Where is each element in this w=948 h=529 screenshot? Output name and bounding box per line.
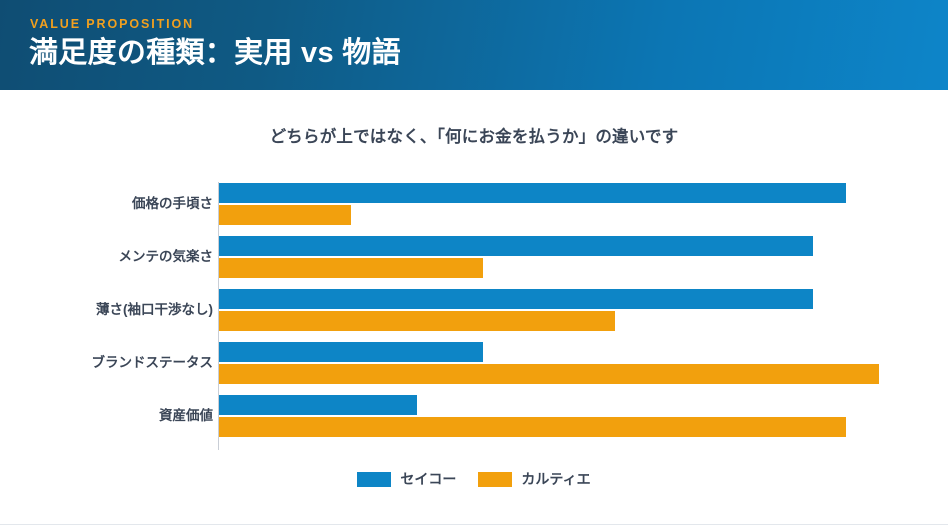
bar-pair	[219, 341, 919, 385]
category-group: 価格の手頃さ	[0, 182, 948, 226]
category-axis-label: ブランドステータス	[91, 355, 214, 370]
category-group: 資産価値	[0, 394, 948, 438]
bar-カルティエ[interactable]	[219, 311, 615, 331]
bar-カルティエ[interactable]	[219, 364, 879, 384]
category-axis-label: 価格の手頃さ	[132, 196, 213, 211]
bar-セイコー[interactable]	[219, 289, 813, 309]
bar-pair	[219, 182, 919, 226]
legend-swatch-icon	[478, 471, 513, 487]
bar-pair	[219, 394, 919, 438]
bar-セイコー[interactable]	[219, 395, 417, 415]
bar-セイコー[interactable]	[219, 342, 483, 362]
value-axis-line	[218, 182, 219, 450]
legend-label: カルティエ	[521, 471, 591, 487]
chart-subtitle: どちらが上ではなく、「何にお金を払うか」の違いです	[269, 128, 679, 146]
category-axis-label: 薄さ(袖口干渉なし)	[96, 302, 213, 317]
category-axis-label: メンテの気楽さ	[118, 249, 214, 264]
page-title: 満足度の種類：実用 vs 物語	[29, 37, 401, 69]
slide-header-banner: VALUE PROPOSITION 満足度の種類：実用 vs 物語	[0, 0, 948, 90]
header-eyebrow-label: VALUE PROPOSITION	[30, 17, 195, 31]
legend-label: セイコー	[400, 471, 457, 487]
bar-pair	[219, 235, 919, 279]
bar-カルティエ[interactable]	[219, 205, 351, 225]
bar-カルティエ[interactable]	[219, 417, 846, 437]
footer-divider	[0, 524, 948, 525]
legend-entry[interactable]: カルティエ	[478, 470, 591, 488]
bar-pair	[219, 288, 919, 332]
legend-entry[interactable]: セイコー	[357, 470, 456, 488]
bar-カルティエ[interactable]	[219, 258, 483, 278]
category-group: ブランドステータス	[0, 341, 948, 385]
category-group: 薄さ(袖口干渉なし)	[0, 288, 948, 332]
chart-legend: セイコー カルティエ	[0, 468, 948, 490]
category-group: メンテの気楽さ	[0, 235, 948, 279]
chart-plot-area: 価格の手頃さメンテの気楽さ薄さ(袖口干渉なし) ブランドステータス資産価値	[0, 180, 948, 460]
legend-swatch-icon	[357, 471, 392, 487]
chart-panel: どちらが上ではなく、「何にお金を払うか」の違いです 価格の手頃さメンテの気楽さ薄…	[0, 90, 948, 529]
category-axis-label: 資産価値	[159, 408, 213, 423]
bar-セイコー[interactable]	[219, 183, 846, 203]
bar-セイコー[interactable]	[219, 236, 813, 256]
